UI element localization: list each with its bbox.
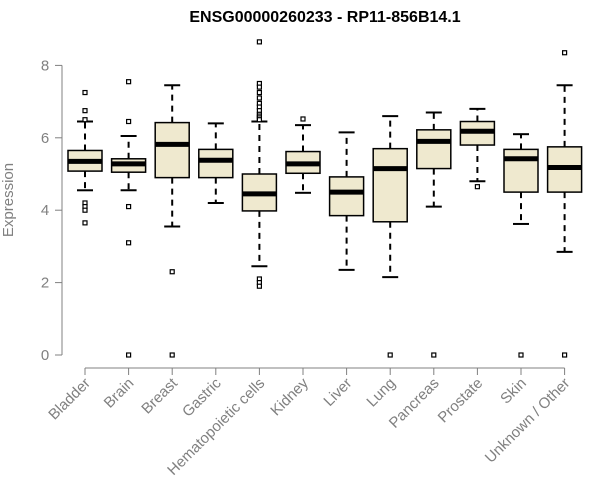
outlier-point <box>125 352 132 358</box>
box-group <box>372 115 408 358</box>
outlier-point <box>561 352 568 358</box>
chart-title: ENSG00000260233 - RP11-856B14.1 <box>189 9 460 26</box>
y-tick-label: 6 <box>41 130 49 147</box>
outlier-point <box>256 95 262 101</box>
box-group <box>503 133 539 358</box>
y-axis-label: Expression <box>0 163 17 237</box>
outlier-point <box>82 207 88 213</box>
x-tick-label: Kidney <box>267 374 312 419</box>
box-group <box>154 84 190 358</box>
box <box>416 129 452 170</box>
box-group <box>546 50 583 358</box>
box-group <box>110 79 147 358</box>
y-tick-label: 2 <box>41 275 49 292</box>
box <box>372 147 408 223</box>
box-group <box>459 107 496 190</box>
outlier-point <box>125 203 132 210</box>
outlier-point <box>256 283 262 289</box>
box <box>503 148 539 193</box>
x-tick-label: Lung <box>363 375 399 411</box>
outlier-point <box>431 352 437 358</box>
box <box>328 176 365 217</box>
outlier-point <box>169 352 175 358</box>
y-tick-label: 8 <box>41 57 49 74</box>
outlier-point <box>256 117 262 123</box>
box-group <box>285 116 321 194</box>
outlier-point <box>169 269 175 275</box>
box <box>198 148 234 179</box>
outlier-point <box>474 184 480 190</box>
box-group <box>67 89 103 226</box>
outlier-point <box>82 220 88 226</box>
outlier-point <box>300 116 306 122</box>
outlier-point <box>256 84 262 90</box>
x-tick-label: Skin <box>497 375 530 408</box>
outlier-point <box>125 79 132 85</box>
outlier-point <box>518 352 524 358</box>
outlier-point <box>256 89 262 96</box>
x-tick-label: Brain <box>101 375 138 412</box>
outlier-point <box>125 240 132 246</box>
x-tick-label: Prostate <box>435 375 487 427</box>
y-axis: 0 2 4 6 8 <box>41 57 63 364</box>
box-group <box>198 122 234 204</box>
outlier-point <box>387 352 393 358</box>
y-tick-label: 0 <box>41 347 49 364</box>
outlier-point <box>82 89 88 96</box>
box-group <box>328 131 365 271</box>
outlier-point <box>561 50 568 56</box>
y-tick-label: 4 <box>41 202 49 219</box>
box-group <box>241 39 278 289</box>
x-tick-label: Breast <box>138 374 181 417</box>
outlier-point <box>82 117 88 123</box>
x-tick-label: Bladder <box>45 375 94 424</box>
box <box>154 121 190 179</box>
outlier-point <box>125 118 132 125</box>
outlier-point <box>256 39 262 45</box>
box-group <box>416 111 452 358</box>
outlier-point <box>82 108 88 114</box>
boxplots <box>67 39 583 358</box>
x-tick-label: Liver <box>320 375 355 410</box>
